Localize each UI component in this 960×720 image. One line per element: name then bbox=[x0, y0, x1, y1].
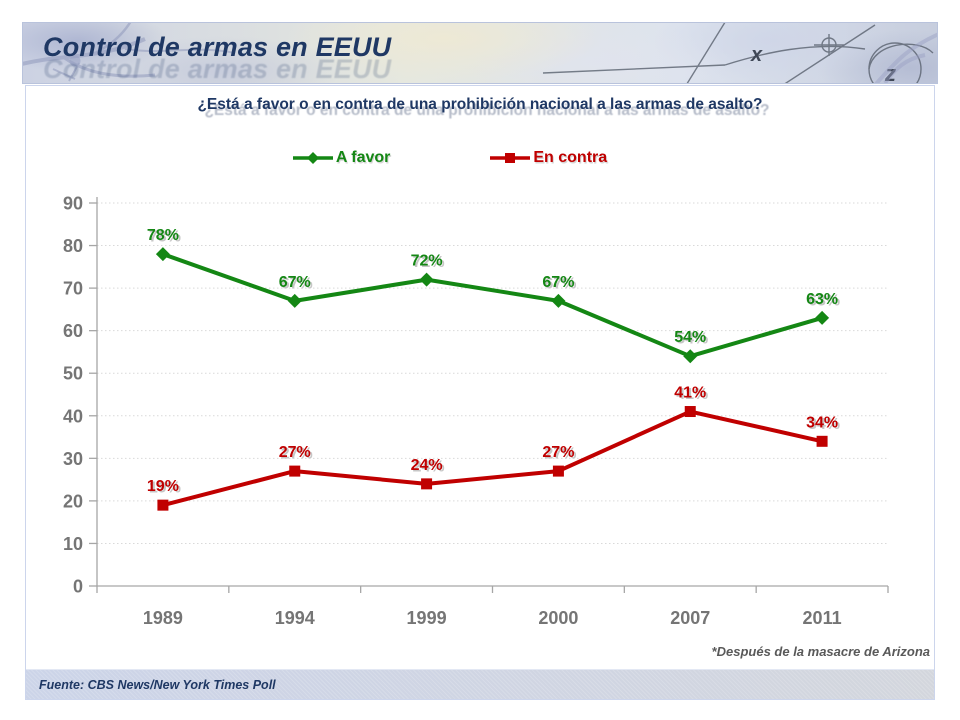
data-label-shadow: 41% bbox=[676, 386, 708, 403]
data-label: 34% bbox=[806, 414, 838, 431]
y-axis-label: 80 bbox=[63, 236, 83, 256]
y-axis-label: 20 bbox=[63, 491, 83, 511]
data-label-shadow: 54% bbox=[676, 331, 708, 348]
chart-legend: A favor En contra bbox=[0, 149, 930, 167]
data-label: 54% bbox=[674, 329, 706, 346]
chart-footnote: *Después de la masacre de Arizona bbox=[711, 644, 930, 659]
series-line-en-contra bbox=[162, 409, 823, 508]
legend-marker-square-icon bbox=[490, 153, 531, 163]
x-axis-label: 1999 bbox=[407, 608, 447, 628]
x-axis-labels: 1989 1994 1999 2000 2007 2011 bbox=[143, 608, 842, 628]
data-label: 27% bbox=[279, 444, 311, 461]
chart-axes bbox=[89, 197, 889, 593]
line-chart: 0 10 20 30 40 50 60 70 80 90 1989 1994 1999 2000 2007 2… bbox=[40, 190, 920, 645]
data-label: 67% bbox=[542, 274, 574, 291]
series-en-contra: 19%19%27%27%24%24%27%27%41%41%34%34% bbox=[147, 385, 840, 511]
legend-label-a-favor: A favor bbox=[335, 149, 391, 166]
x-axis-label: 2007 bbox=[670, 608, 710, 628]
data-label: 41% bbox=[674, 385, 706, 402]
slide-title-reflection: Control de armas en EEUU bbox=[43, 54, 392, 84]
data-label-shadow: 27% bbox=[281, 446, 313, 463]
chart-question-title: ¿Está a favor o en contra de una prohibi… bbox=[197, 96, 763, 113]
data-label-shadow: 63% bbox=[808, 292, 840, 309]
slide-title: Control de armas en EEUU bbox=[43, 32, 392, 62]
data-label-shadow: 27% bbox=[544, 446, 576, 463]
data-label-shadow: 19% bbox=[149, 480, 181, 497]
data-label: 63% bbox=[806, 291, 838, 308]
y-axis-label: 60 bbox=[63, 321, 83, 341]
marker-diamond-icon bbox=[551, 293, 566, 308]
data-label: 19% bbox=[147, 478, 179, 495]
legend-item-en-contra: En contra bbox=[490, 149, 607, 167]
marker-square-icon bbox=[816, 435, 828, 447]
y-axis-label: 40 bbox=[63, 406, 83, 426]
svg-text:x: x bbox=[750, 44, 763, 66]
y-axis-label: 90 bbox=[63, 194, 83, 214]
marker-square-icon bbox=[684, 406, 696, 418]
series-a-favor: 78%78%67%67%72%72%67%67%54%54%63%63% bbox=[147, 227, 840, 364]
marker-square-icon bbox=[552, 465, 564, 477]
marker-diamond-icon bbox=[419, 272, 434, 287]
banner-decoration-icon: x z bbox=[23, 23, 937, 84]
x-axis-label: 2011 bbox=[803, 608, 842, 628]
x-axis-label: 1989 bbox=[143, 608, 183, 628]
data-label: 72% bbox=[411, 253, 443, 270]
y-axis-label: 70 bbox=[63, 279, 83, 299]
line-chart-svg: 0 10 20 30 40 50 60 70 80 90 1989 1994 1999 2000 2007 2… bbox=[63, 194, 889, 628]
data-label-shadow: 67% bbox=[281, 275, 313, 292]
y-axis-label: 10 bbox=[63, 534, 83, 554]
legend-label-en-contra: En contra bbox=[533, 149, 608, 166]
data-label-shadow: 34% bbox=[808, 416, 840, 433]
marker-diamond-icon bbox=[287, 293, 302, 308]
marker-diamond-icon bbox=[815, 310, 830, 325]
x-axis-label: 1994 bbox=[275, 608, 315, 628]
content-frame bbox=[25, 85, 935, 700]
data-label: 24% bbox=[411, 457, 443, 474]
data-label: 67% bbox=[279, 274, 311, 291]
y-axis-labels: 0 10 20 30 40 50 60 70 80 90 bbox=[63, 194, 83, 597]
series-line-a-favor bbox=[162, 252, 823, 359]
marker-square-icon bbox=[289, 465, 301, 477]
data-label-shadow: 78% bbox=[149, 229, 181, 246]
marker-square-icon bbox=[157, 499, 169, 511]
data-label: 78% bbox=[147, 227, 179, 244]
legend-marker-diamond-icon bbox=[292, 152, 333, 164]
x-axis-label: 2000 bbox=[538, 608, 578, 628]
chart-question-title-ghost: ¿Está a favor o en contra de una prohibi… bbox=[204, 102, 770, 119]
data-label-shadow: 67% bbox=[544, 275, 576, 292]
svg-text:z: z bbox=[884, 61, 896, 84]
footer-source: Fuente: CBS News/New York Times Poll bbox=[39, 677, 276, 692]
y-axis-label: 50 bbox=[63, 364, 83, 384]
marker-diamond-icon bbox=[683, 349, 698, 364]
footer-bar: Fuente: CBS News/New York Times Poll bbox=[26, 669, 934, 699]
marker-diamond-icon bbox=[155, 247, 170, 262]
y-axis-label: 0 bbox=[73, 577, 83, 597]
marker-square-icon bbox=[421, 478, 433, 490]
data-label-shadow: 24% bbox=[413, 458, 445, 475]
header-banner: x z Control de armas en EEUU Control de … bbox=[22, 22, 938, 84]
y-axis-label: 30 bbox=[63, 449, 83, 469]
chart-question-title-block: ¿Está a favor o en contra de una prohibi… bbox=[0, 96, 960, 130]
data-label: 27% bbox=[542, 444, 574, 461]
data-label-shadow: 72% bbox=[413, 254, 445, 271]
legend-item-a-favor: A favor bbox=[292, 149, 391, 167]
